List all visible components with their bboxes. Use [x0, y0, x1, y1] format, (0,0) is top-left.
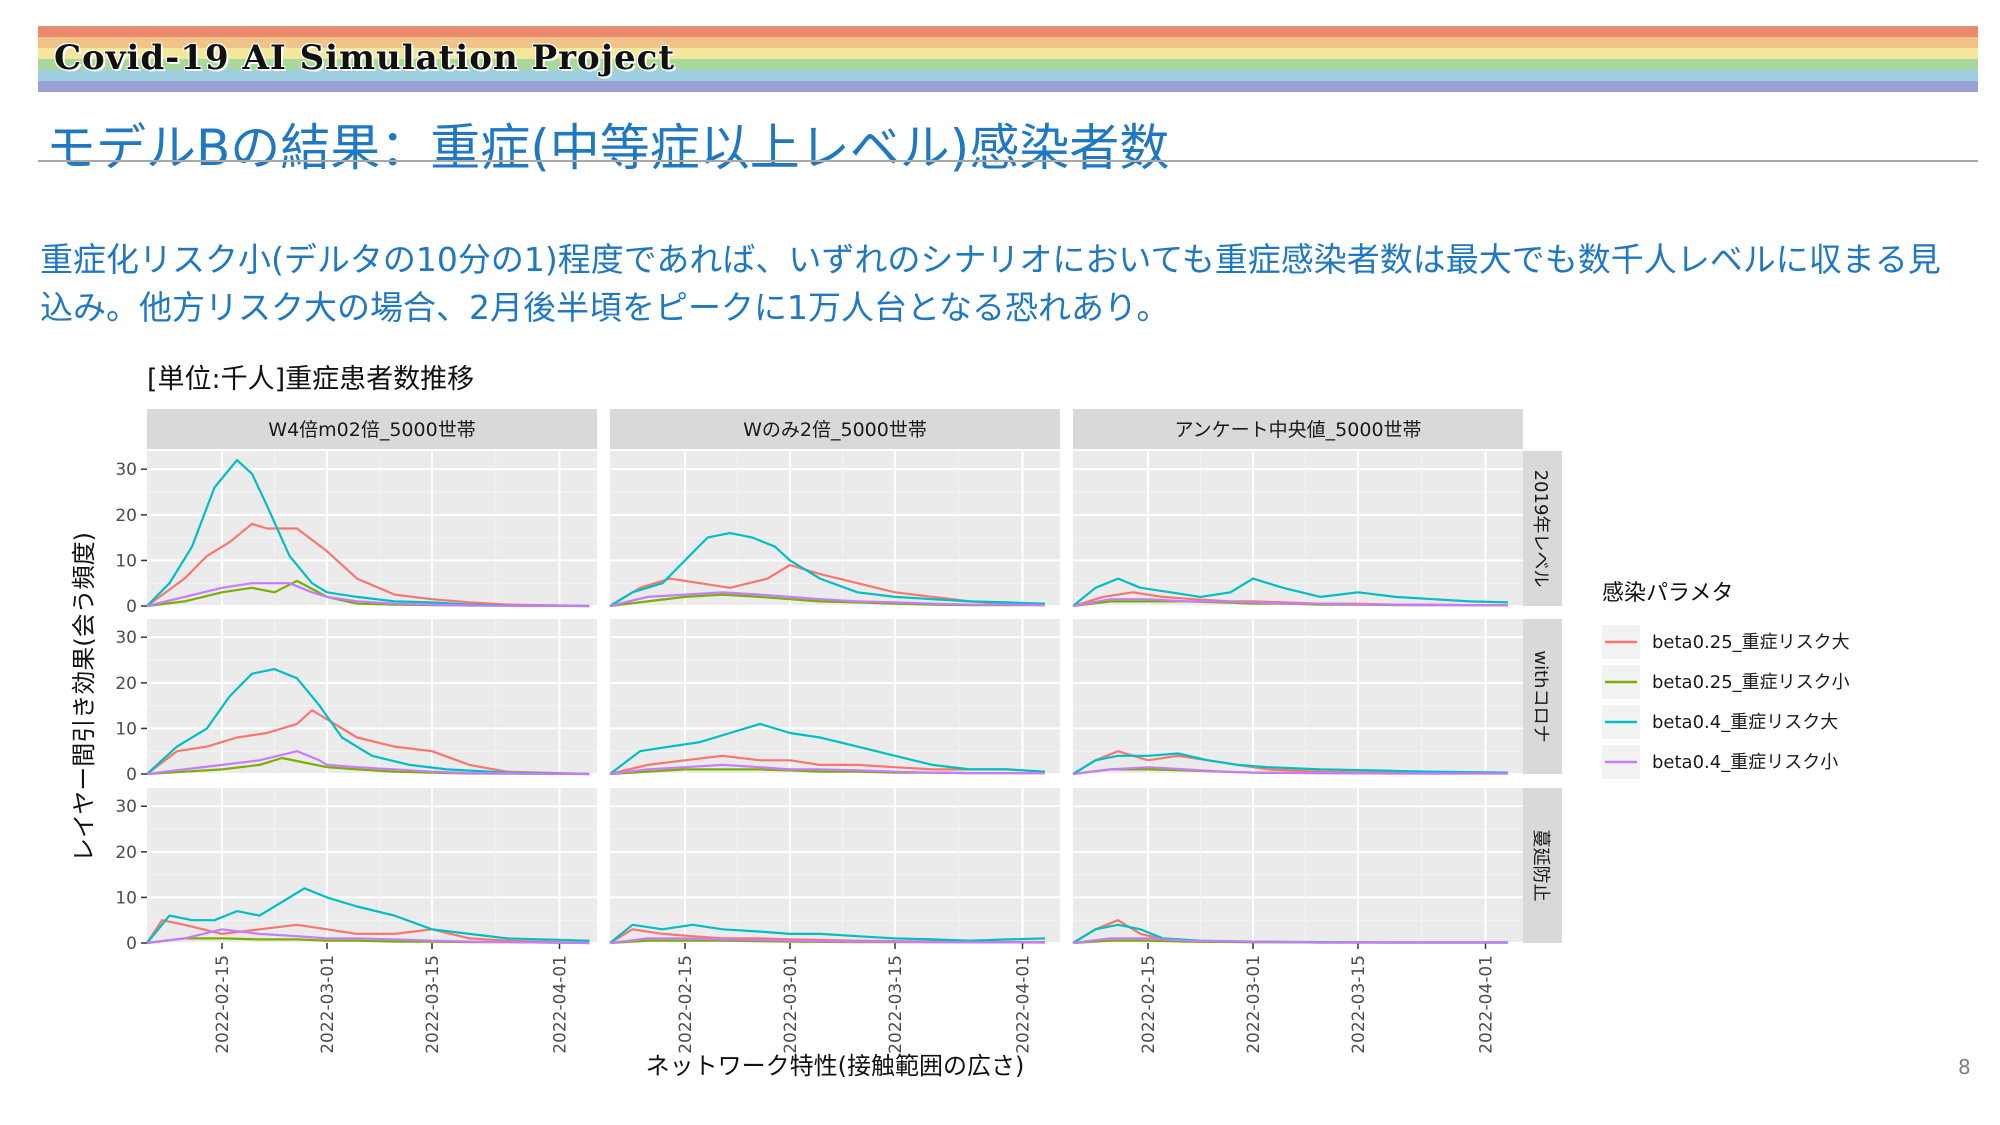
x-tick-label: 2022-02-15: [213, 955, 233, 1054]
x-tick-label: 2022-04-01: [1013, 955, 1033, 1054]
legend-label: beta0.4_重症リスク小: [1652, 752, 1838, 773]
facet-strip-row: [1522, 451, 1562, 606]
series-line: [609, 923, 1046, 944]
facet-strip-column: [147, 409, 597, 449]
facet-strip-row: [1522, 619, 1562, 774]
rainbow-stripe: [38, 26, 1978, 37]
slide-description: 重症化リスク小(デルタの10分の1)程度であれば、いずれのシナリオにおいても重症…: [40, 240, 1941, 327]
series-line: [1072, 752, 1509, 775]
slide-title: モデルBの結果：重症(中等症以上レベル)感染者数: [46, 119, 1170, 177]
series-line: [1072, 937, 1508, 945]
project-brand: Covid-19 AI Simulation Project: [54, 38, 676, 78]
legend-title: 感染パラメタ: [1602, 581, 1733, 606]
series-line: [146, 459, 590, 608]
series-line: [609, 763, 1045, 776]
rainbow-stripe: [38, 70, 1978, 81]
series-line: [146, 709, 590, 776]
y-tick-label: 0: [126, 765, 137, 785]
series-line: [146, 582, 590, 608]
chart-title: [単位:千人]重症患者数推移: [147, 364, 474, 395]
series-line: [1072, 577, 1509, 607]
series-line: [609, 722, 1046, 775]
x-tick-label: 2022-03-01: [781, 955, 801, 1054]
x-tick-label: 2022-04-01: [550, 955, 570, 1054]
y-axis-title: レイヤー間引き効果(会う頻度): [70, 532, 98, 862]
series-line: [609, 531, 1046, 607]
facet-strip-column: [610, 409, 1060, 449]
series-line: [146, 928, 590, 945]
series-line: [609, 591, 1046, 608]
x-tick-label: 2022-03-15: [1349, 955, 1369, 1054]
title-divider: [38, 160, 1978, 162]
series-line: [609, 937, 1046, 945]
rainbow-stripe: [38, 81, 1978, 92]
x-tick-label: 2022-04-01: [1476, 955, 1496, 1054]
x-tick-label: 2022-02-15: [1139, 955, 1159, 1054]
facet-strip-label: 蔓延防止: [1530, 830, 1551, 902]
y-tick-label: 10: [115, 551, 137, 571]
x-axis-title: ネットワーク特性(接触範囲の広さ): [646, 1052, 1025, 1080]
facet-strip-label: 2019年レベル: [1530, 470, 1551, 588]
y-tick-label: 0: [126, 597, 137, 617]
facet-strip-column: [1073, 409, 1523, 449]
y-tick-label: 0: [126, 934, 137, 954]
series-line: [146, 522, 590, 608]
series-line: [146, 667, 590, 776]
x-tick-label: 2022-03-15: [423, 955, 443, 1054]
series-line: [1072, 598, 1508, 608]
x-tick-label: 2022-02-15: [676, 955, 696, 1054]
legend-label: beta0.4_重症リスク大: [1652, 712, 1838, 733]
y-tick-label: 30: [115, 628, 137, 648]
series-line: [1072, 766, 1508, 776]
series-line: [146, 750, 590, 776]
y-tick-label: 20: [115, 843, 137, 863]
rainbow-stripe: [38, 59, 1978, 70]
x-tick-label: 2022-03-15: [886, 955, 906, 1054]
y-tick-label: 10: [115, 888, 137, 908]
facet-strip-label: W4倍m02倍_5000世帯: [268, 419, 475, 441]
rainbow-stripe: [38, 37, 1978, 48]
facet-strip-label: アンケート中央値_5000世帯: [1174, 419, 1421, 441]
y-tick-label: 30: [115, 460, 137, 480]
facet-strip-row: [1522, 788, 1562, 943]
y-tick-label: 20: [115, 674, 137, 694]
facet-strip-label: withコロナ: [1530, 650, 1551, 742]
rainbow-stripe: [38, 48, 1978, 59]
x-tick-label: 2022-03-01: [1244, 955, 1264, 1054]
page-number: 8: [1958, 1055, 1971, 1079]
y-tick-label: 20: [115, 506, 137, 526]
facet-strip-label: Wのみ2倍_5000世帯: [743, 419, 927, 441]
rainbow-header-bar: [38, 26, 1978, 92]
series-line: [146, 887, 590, 944]
series-line: [146, 919, 590, 945]
y-tick-label: 30: [115, 797, 137, 817]
legend-label: beta0.25_重症リスク大: [1652, 632, 1850, 653]
y-tick-label: 10: [115, 719, 137, 739]
x-tick-label: 2022-03-01: [318, 955, 338, 1054]
legend-label: beta0.25_重症リスク小: [1652, 672, 1850, 693]
